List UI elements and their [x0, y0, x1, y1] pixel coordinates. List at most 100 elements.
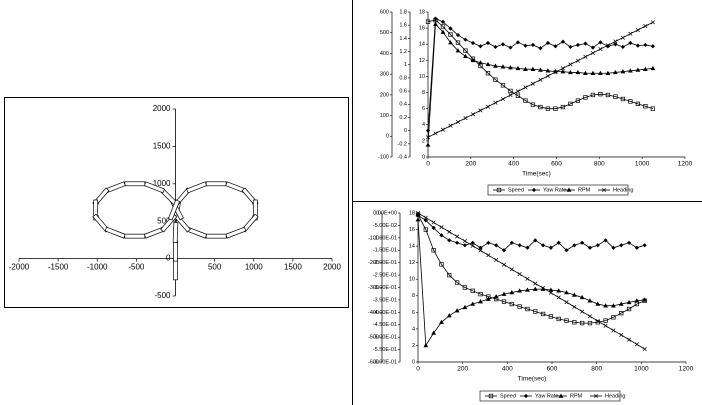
marker [440, 127, 446, 132]
marker [463, 48, 468, 53]
marker [618, 301, 624, 306]
marker [611, 328, 616, 333]
marker [431, 225, 436, 230]
marker [571, 292, 577, 297]
marker [587, 245, 593, 250]
y-tick-label: -500 [154, 291, 171, 300]
legend-marker [488, 393, 494, 399]
marker [575, 58, 580, 63]
marker [478, 245, 483, 250]
marker [587, 298, 593, 303]
marker [470, 57, 476, 63]
y3-tick-label: 18 [419, 9, 425, 15]
marker [613, 94, 618, 99]
marker [415, 213, 421, 218]
marker [470, 112, 476, 117]
marker [627, 68, 633, 73]
marker [598, 70, 603, 75]
marker [642, 347, 647, 352]
marker [431, 330, 437, 335]
tick-labels: -2000-1500-1000-5000500100015002000-5000… [9, 104, 342, 300]
y2-tick-label: 0.00E+00 [373, 210, 397, 216]
marker [605, 70, 611, 75]
y2-tick-label: -5.50E-01 [373, 347, 397, 353]
marker [478, 299, 483, 304]
marker [548, 314, 554, 319]
marker [556, 295, 561, 300]
y-tick-label: -300 [368, 285, 379, 291]
marker [580, 240, 585, 245]
y3-tick-label: 12 [419, 58, 425, 64]
marker [525, 306, 530, 312]
marker [515, 40, 521, 45]
y-tick-label: -100 [368, 235, 379, 241]
marker [425, 19, 431, 24]
marker [545, 106, 551, 111]
legend-label: Yaw Rate [543, 187, 566, 193]
y3-tick-label: 14 [419, 42, 425, 48]
marker [548, 290, 553, 295]
marker [572, 320, 577, 325]
marker [423, 215, 428, 220]
marker [530, 66, 536, 71]
y2-tick-label: -4.50E-01 [373, 322, 397, 328]
marker [572, 243, 577, 248]
ship [124, 181, 146, 187]
y3-tick-label: 10 [419, 74, 425, 80]
x-tick-label: 400 [502, 366, 513, 373]
marker [613, 42, 618, 47]
marker [532, 286, 538, 291]
marker [462, 243, 467, 248]
marker [595, 318, 600, 324]
marker [462, 304, 468, 310]
y2-tick-label: -0.4 [398, 154, 407, 160]
x-tick-label: 200 [457, 366, 468, 373]
marker [448, 26, 453, 31]
y2-tick-label: -4.00E-01 [373, 310, 397, 316]
series-line [417, 212, 645, 350]
marker [448, 32, 453, 37]
marker [425, 142, 431, 147]
y2-tick-label: 1.8 [399, 9, 407, 15]
marker [485, 71, 491, 76]
marker [572, 304, 577, 309]
marker [493, 100, 498, 105]
marker [440, 24, 446, 29]
marker [455, 119, 461, 125]
marker [575, 98, 581, 103]
legend-label: Heading [613, 187, 634, 193]
marker [568, 44, 573, 50]
y2-tick-label: -3.50E-01 [373, 297, 397, 303]
marker [508, 88, 513, 94]
y3-tick-label: 16 [409, 227, 415, 233]
y-tick-label: 200 [380, 92, 389, 98]
marker [603, 303, 608, 308]
marker [470, 243, 475, 248]
marker [485, 296, 491, 301]
marker [627, 337, 632, 342]
marker [568, 101, 573, 106]
y-tick-label: 0 [376, 210, 379, 216]
marker [626, 306, 632, 312]
x-tick-label: 1000 [635, 161, 650, 168]
legend-label: RPM [570, 393, 583, 399]
marker [533, 281, 538, 286]
marker [583, 95, 588, 100]
marker [525, 276, 530, 281]
legend: Speed Yaw Rate RPM Heading [487, 184, 634, 196]
marker [538, 104, 543, 110]
y2-tick-label: 1.4 [399, 36, 407, 42]
y-tick-label: -200 [368, 260, 379, 266]
marker [493, 77, 498, 82]
y2-tick-label: -5.00E-01 [373, 335, 397, 341]
legend-label: Heading [605, 393, 626, 399]
marker [580, 309, 585, 314]
x-tick-label: 1500 [284, 263, 302, 272]
marker [650, 106, 656, 111]
marker [500, 96, 506, 102]
y-tick-label: -400 [368, 310, 379, 316]
marker [560, 66, 565, 71]
marker [448, 123, 453, 128]
marker [626, 299, 632, 305]
